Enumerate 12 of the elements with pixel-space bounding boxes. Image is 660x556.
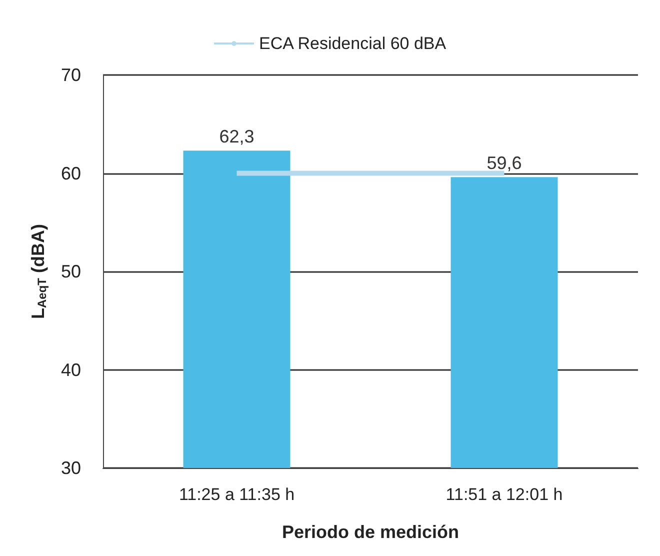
data-label: 59,6 [486, 153, 522, 174]
data-label: 62,3 [219, 126, 254, 147]
y-tick-label: 70 [60, 65, 81, 85]
x-axis-title: Periodo de medición [282, 522, 460, 542]
y-tick-label: 60 [60, 163, 81, 184]
y-tick-label: 30 [60, 458, 81, 478]
x-tick-label: 11:51 a 12:01 h [446, 485, 563, 504]
legend-label: ECA Residencial 60 dBA [258, 34, 447, 53]
y-tick-label: 40 [60, 360, 81, 380]
y-axis-title: LAeqT (dBA) [28, 224, 49, 319]
y-tick-label: 50 [60, 262, 81, 282]
x-tick-label: 11:25 a 11:35 h [178, 485, 295, 504]
